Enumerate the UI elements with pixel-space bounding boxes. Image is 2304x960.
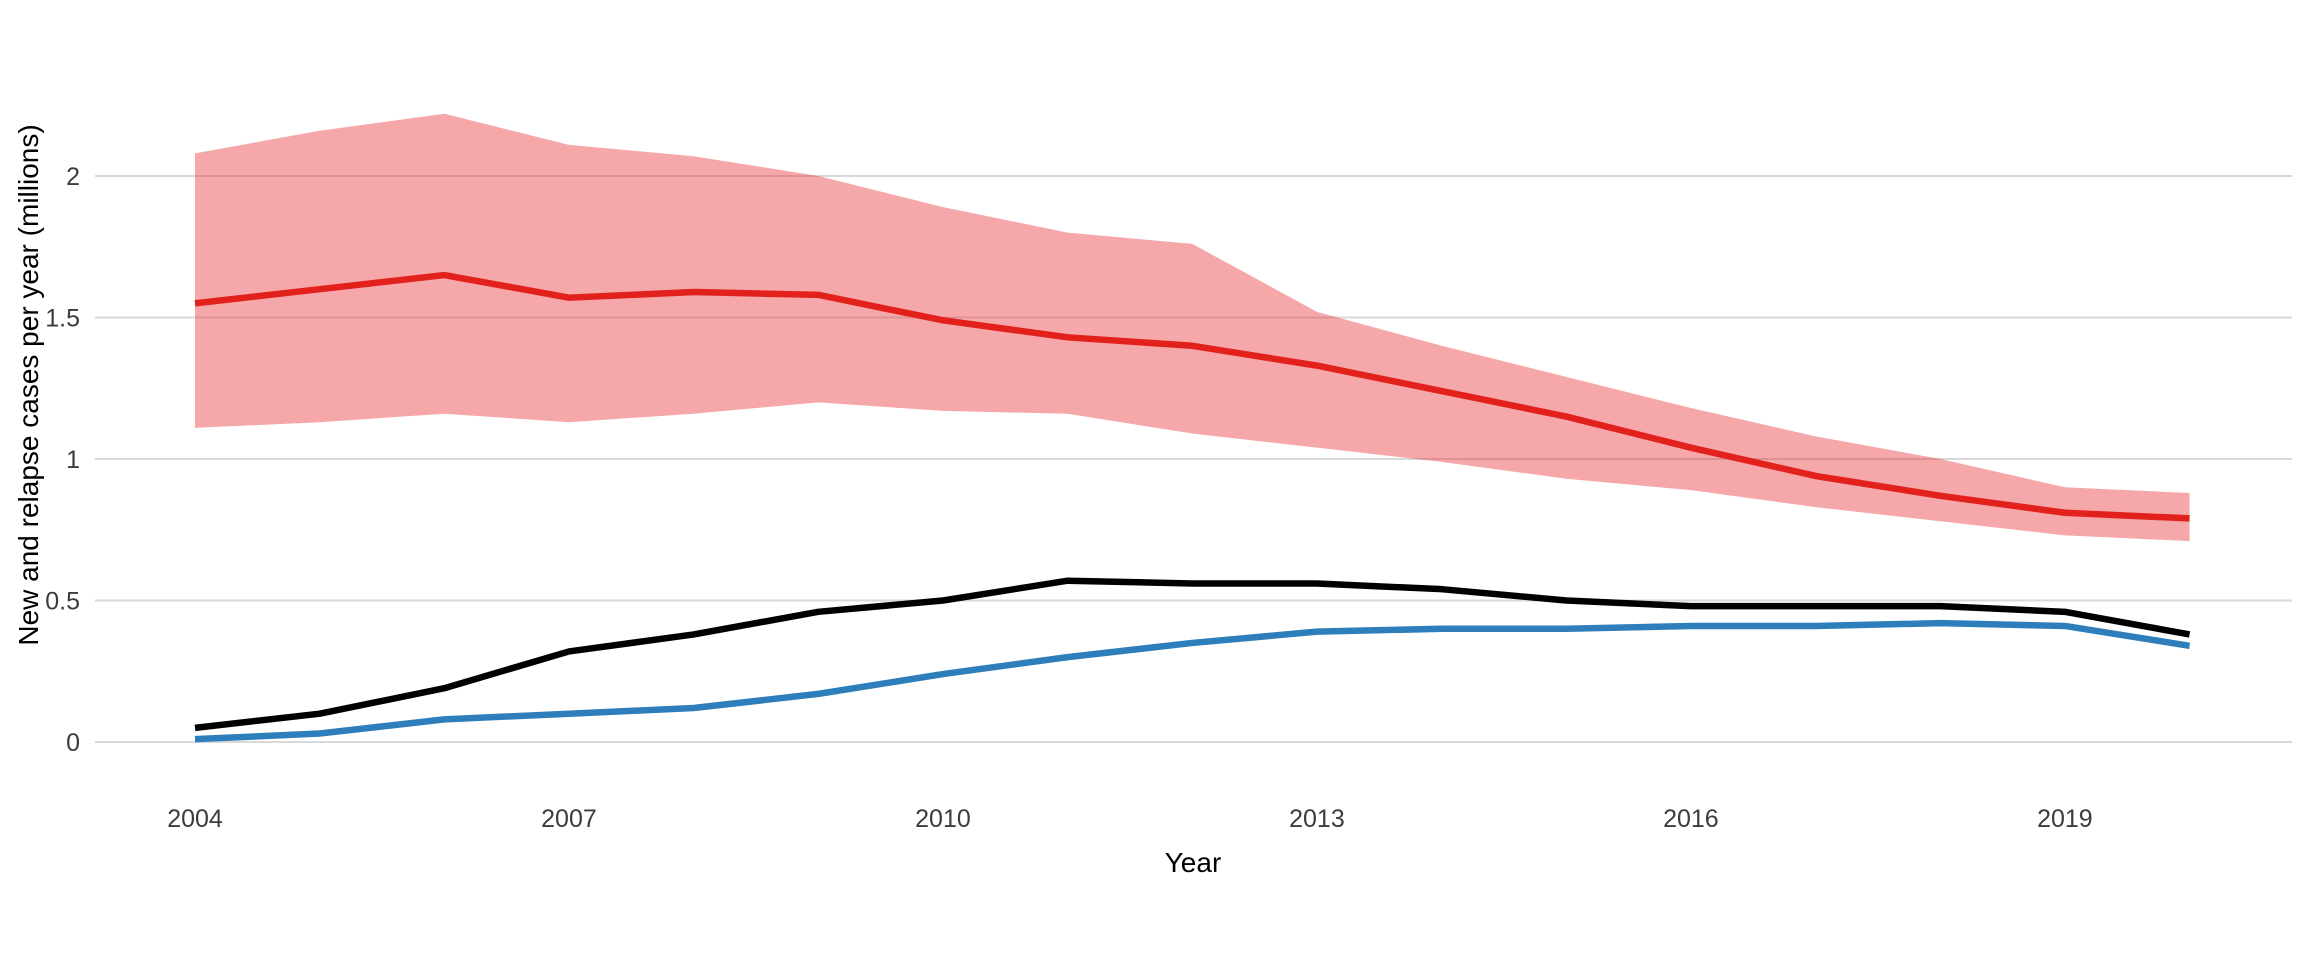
tick-labels-layer: 0 0.5 1 1.5 2 2004 2007 2010 2013 2016 2019	[45, 163, 2092, 833]
red-estimate-line	[194, 271, 2190, 522]
x-tick-label: 2019	[2037, 805, 2093, 833]
x-tick-label: 2013	[1289, 805, 1345, 833]
y-tick-label: 0.5	[45, 588, 80, 616]
y-tick-label: 1.5	[45, 305, 80, 333]
series-lines-layer	[194, 271, 2191, 743]
y-tick-label: 2	[66, 163, 80, 191]
confidence-band	[195, 113, 2190, 542]
x-tick-label: 2010	[915, 805, 971, 833]
black-line	[194, 577, 2191, 732]
gridlines-layer	[95, 175, 2292, 743]
x-tick-label: 2007	[541, 805, 597, 833]
x-tick-label: 2016	[1663, 805, 1719, 833]
y-axis-title: New and relapse cases per year (millions…	[13, 124, 44, 645]
blue-line	[194, 619, 2191, 743]
y-tick-label: 1	[66, 446, 80, 474]
confidence-band-layer	[195, 113, 2190, 542]
y-tick-label: 0	[66, 729, 80, 757]
x-axis-title: Year	[1165, 847, 1222, 878]
x-tick-label: 2004	[167, 805, 223, 833]
